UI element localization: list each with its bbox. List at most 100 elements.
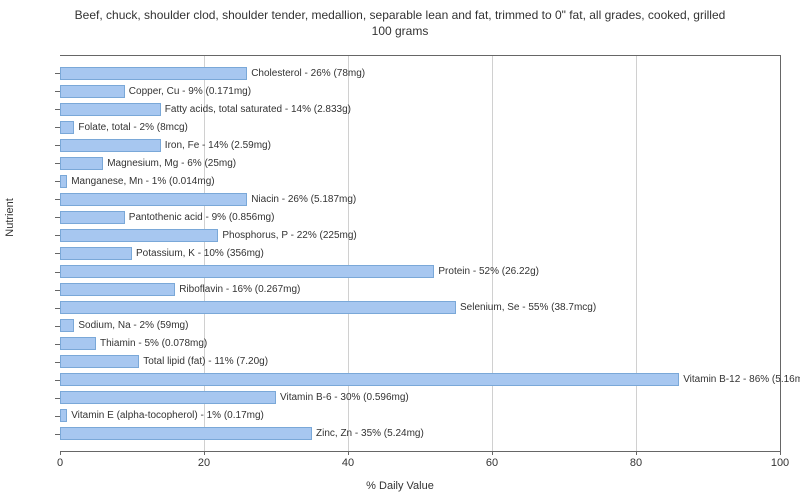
nutrient-bar-label: Copper, Cu - 9% (0.171mg) <box>129 86 251 97</box>
x-tick-mark <box>204 451 205 455</box>
nutrient-bar <box>60 67 247 80</box>
nutrient-chart: Beef, chuck, shoulder clod, shoulder ten… <box>0 0 800 500</box>
bar-row: Protein - 52% (26.22g) <box>60 263 780 281</box>
y-tick-mark <box>55 199 60 200</box>
nutrient-bar <box>60 229 218 242</box>
bar-row: Niacin - 26% (5.187mg) <box>60 190 780 208</box>
bar-row: Iron, Fe - 14% (2.59mg) <box>60 136 780 154</box>
bar-row: Manganese, Mn - 1% (0.014mg) <box>60 172 780 190</box>
nutrient-bar-label: Potassium, K - 10% (356mg) <box>136 248 264 259</box>
bar-row: Vitamin B-12 - 86% (5.16mcg) <box>60 371 780 389</box>
y-tick-mark <box>55 91 60 92</box>
x-tick-label: 20 <box>198 457 210 469</box>
bar-row: Copper, Cu - 9% (0.171mg) <box>60 82 780 100</box>
nutrient-bar-label: Sodium, Na - 2% (59mg) <box>78 320 188 331</box>
nutrient-bar <box>60 283 175 296</box>
bar-row: Pantothenic acid - 9% (0.856mg) <box>60 208 780 226</box>
nutrient-bar-label: Cholesterol - 26% (78mg) <box>251 68 365 79</box>
nutrient-bar-label: Protein - 52% (26.22g) <box>438 266 539 277</box>
bar-row: Thiamin - 5% (0.078mg) <box>60 335 780 353</box>
nutrient-bar <box>60 193 247 206</box>
x-tick-mark <box>780 451 781 455</box>
y-tick-mark <box>55 380 60 381</box>
nutrient-bar-label: Riboflavin - 16% (0.267mg) <box>179 284 300 295</box>
nutrient-bar-label: Selenium, Se - 55% (38.7mcg) <box>460 302 596 313</box>
bar-row: Folate, total - 2% (8mcg) <box>60 118 780 136</box>
bar-row: Total lipid (fat) - 11% (7.20g) <box>60 353 780 371</box>
x-tick-label: 0 <box>57 457 63 469</box>
nutrient-bar <box>60 211 125 224</box>
nutrient-bar-label: Iron, Fe - 14% (2.59mg) <box>165 140 271 151</box>
x-tick-mark <box>60 451 61 455</box>
y-tick-mark <box>55 344 60 345</box>
nutrient-bar <box>60 157 103 170</box>
y-tick-mark <box>55 253 60 254</box>
y-tick-mark <box>55 163 60 164</box>
y-tick-mark <box>55 362 60 363</box>
nutrient-bar-label: Phosphorus, P - 22% (225mg) <box>222 230 356 241</box>
bar-row: Zinc, Zn - 35% (5.24mg) <box>60 425 780 443</box>
x-tick-label: 80 <box>630 457 642 469</box>
y-tick-mark <box>55 235 60 236</box>
title-line-1: Beef, chuck, shoulder clod, shoulder ten… <box>75 8 726 22</box>
y-tick-mark <box>55 308 60 309</box>
y-tick-mark <box>55 272 60 273</box>
bar-row: Potassium, K - 10% (356mg) <box>60 244 780 262</box>
x-tick-mark <box>348 451 349 455</box>
y-tick-mark <box>55 145 60 146</box>
bar-row: Fatty acids, total saturated - 14% (2.83… <box>60 100 780 118</box>
nutrient-bar <box>60 85 125 98</box>
y-tick-mark <box>55 127 60 128</box>
bar-row: Vitamin B-6 - 30% (0.596mg) <box>60 389 780 407</box>
y-axis-label: Nutrient <box>4 198 16 237</box>
y-tick-mark <box>55 73 60 74</box>
nutrient-bar-label: Magnesium, Mg - 6% (25mg) <box>107 158 236 169</box>
bar-row: Phosphorus, P - 22% (225mg) <box>60 226 780 244</box>
bar-row: Magnesium, Mg - 6% (25mg) <box>60 154 780 172</box>
y-tick-mark <box>55 416 60 417</box>
nutrient-bar <box>60 175 67 188</box>
title-line-2: 100 grams <box>372 24 429 38</box>
nutrient-bar <box>60 337 96 350</box>
nutrient-bar <box>60 247 132 260</box>
nutrient-bar <box>60 355 139 368</box>
x-tick-label: 40 <box>342 457 354 469</box>
nutrient-bar <box>60 139 161 152</box>
y-tick-mark <box>55 326 60 327</box>
y-tick-mark <box>55 109 60 110</box>
nutrient-bar <box>60 265 434 278</box>
nutrient-bar-label: Vitamin B-6 - 30% (0.596mg) <box>280 392 409 403</box>
x-tick-label: 60 <box>486 457 498 469</box>
nutrient-bar-label: Fatty acids, total saturated - 14% (2.83… <box>165 104 351 115</box>
y-tick-mark <box>55 290 60 291</box>
bars-container: Cholesterol - 26% (78mg)Copper, Cu - 9% … <box>60 64 780 443</box>
nutrient-bar-label: Total lipid (fat) - 11% (7.20g) <box>143 356 268 367</box>
bar-row: Vitamin E (alpha-tocopherol) - 1% (0.17m… <box>60 407 780 425</box>
nutrient-bar <box>60 427 312 440</box>
y-tick-mark <box>55 398 60 399</box>
x-tick-label: 100 <box>771 457 789 469</box>
nutrient-bar <box>60 373 679 386</box>
nutrient-bar-label: Vitamin E (alpha-tocopherol) - 1% (0.17m… <box>71 410 264 421</box>
nutrient-bar <box>60 319 74 332</box>
nutrient-bar-label: Thiamin - 5% (0.078mg) <box>100 338 207 349</box>
nutrient-bar <box>60 121 74 134</box>
plot-area: 020406080100 Cholesterol - 26% (78mg)Cop… <box>60 55 781 452</box>
bar-row: Sodium, Na - 2% (59mg) <box>60 317 780 335</box>
nutrient-bar <box>60 391 276 404</box>
y-tick-mark <box>55 181 60 182</box>
y-tick-mark <box>55 434 60 435</box>
nutrient-bar <box>60 409 67 422</box>
nutrient-bar <box>60 301 456 314</box>
x-tick-mark <box>492 451 493 455</box>
y-tick-mark <box>55 217 60 218</box>
nutrient-bar-label: Pantothenic acid - 9% (0.856mg) <box>129 212 275 223</box>
nutrient-bar-label: Vitamin B-12 - 86% (5.16mcg) <box>683 374 800 385</box>
bar-row: Riboflavin - 16% (0.267mg) <box>60 281 780 299</box>
nutrient-bar-label: Folate, total - 2% (8mcg) <box>78 122 187 133</box>
chart-title: Beef, chuck, shoulder clod, shoulder ten… <box>0 0 800 43</box>
bar-row: Cholesterol - 26% (78mg) <box>60 64 780 82</box>
nutrient-bar-label: Zinc, Zn - 35% (5.24mg) <box>316 428 424 439</box>
x-axis-label: % Daily Value <box>366 480 434 492</box>
nutrient-bar-label: Niacin - 26% (5.187mg) <box>251 194 356 205</box>
